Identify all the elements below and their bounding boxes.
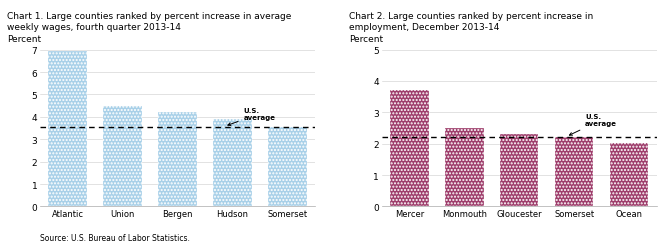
Bar	[213, 120, 252, 207]
Text: Chart 1. Large counties ranked by percent increase in average
weekly wages, four: Chart 1. Large counties ranked by percen…	[7, 12, 291, 32]
Bar	[48, 51, 87, 207]
Bar	[445, 129, 484, 207]
Text: U.S.
average: U.S. average	[570, 114, 617, 136]
Bar	[610, 144, 649, 207]
Bar	[555, 138, 594, 207]
Bar	[103, 106, 142, 207]
Bar	[268, 128, 307, 207]
Text: Percent: Percent	[349, 35, 383, 44]
Text: Chart 2. Large counties ranked by percent increase in
employment, December 2013-: Chart 2. Large counties ranked by percen…	[349, 12, 593, 32]
Text: Source: U.S. Bureau of Labor Statistics.: Source: U.S. Bureau of Labor Statistics.	[40, 233, 190, 242]
Text: Percent: Percent	[7, 35, 42, 44]
Bar	[500, 135, 539, 207]
Bar	[158, 113, 197, 207]
Text: U.S.
average: U.S. average	[228, 108, 275, 126]
Bar	[390, 91, 429, 207]
